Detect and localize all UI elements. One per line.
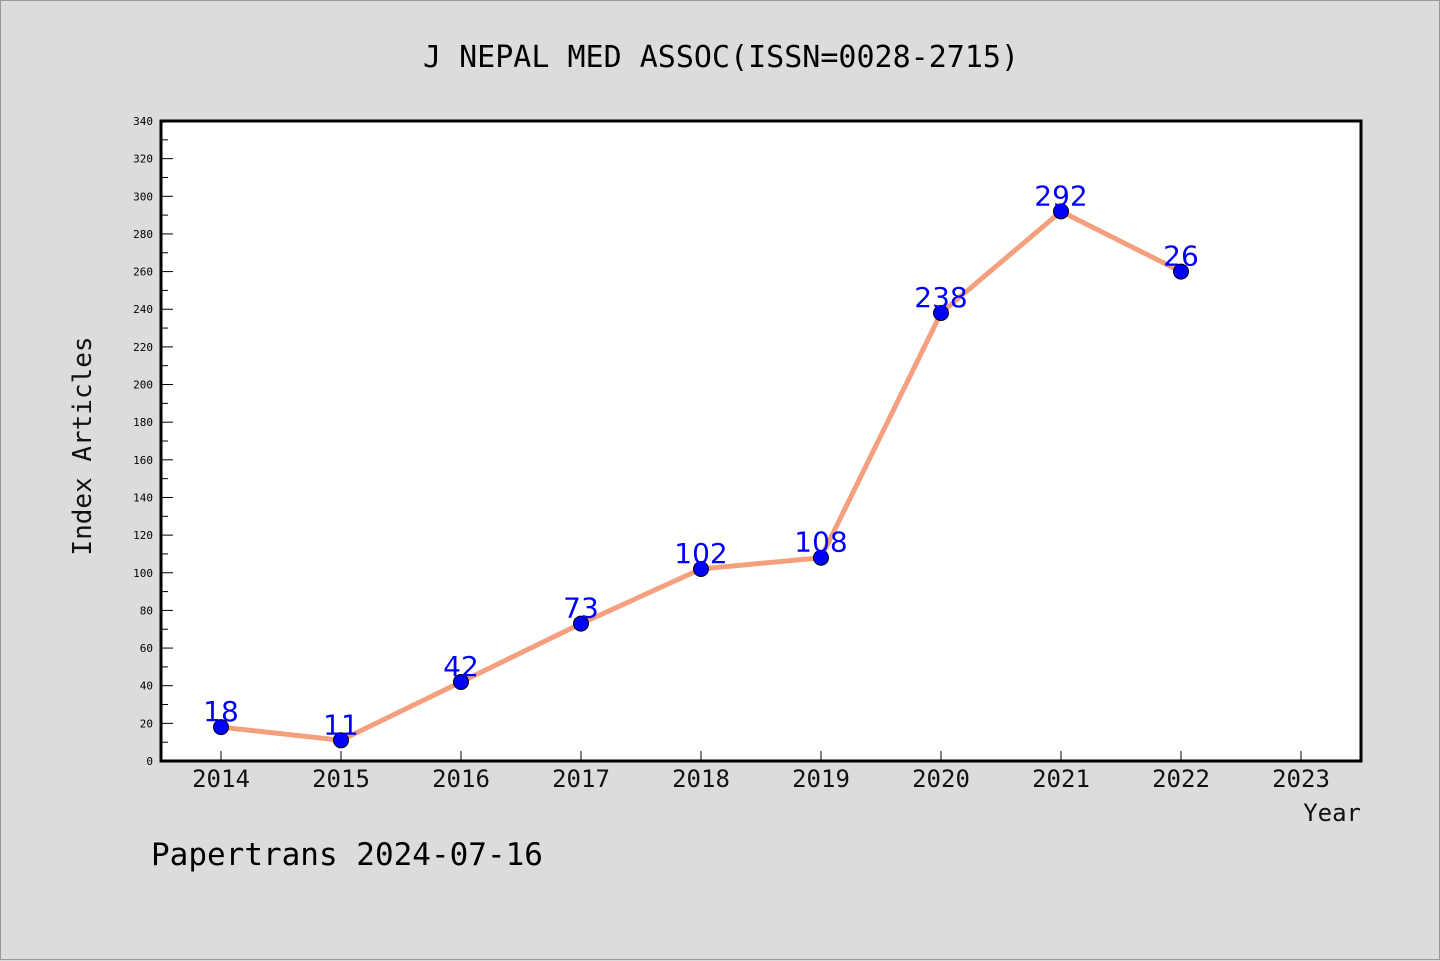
- chart-title: J NEPAL MED ASSOC(ISSN=0028-2715): [423, 40, 1019, 75]
- series-layer: 18 11 42 73 102 108 238 292 26: [203, 179, 1199, 749]
- y-tick-label: 160: [133, 454, 153, 467]
- x-tick-label: 2023: [1272, 765, 1330, 793]
- data-point: [1053, 203, 1069, 220]
- plot-area: [159, 119, 1363, 763]
- y-axis-label: Index Articles: [68, 336, 98, 555]
- y-tick-label: 40: [140, 680, 153, 693]
- y-tick-label: 300: [133, 190, 153, 203]
- y-tick-label: 340: [133, 115, 153, 128]
- x-tick-label: 2015: [312, 765, 370, 793]
- y-tick-label: 320: [133, 153, 153, 166]
- data-point: [453, 673, 469, 690]
- data-point: [1173, 263, 1189, 280]
- x-tick-label: 2019: [792, 765, 850, 793]
- y-tick-label: 200: [133, 379, 153, 392]
- data-point: [813, 549, 829, 566]
- data-point: [693, 561, 709, 577]
- y-tick-label: 180: [133, 416, 153, 429]
- data-label: 292: [1034, 179, 1087, 212]
- x-tick-label: 2017: [552, 765, 610, 793]
- y-tick-label: 240: [133, 303, 153, 316]
- data-point: [333, 732, 349, 749]
- x-tick-label: 2022: [1152, 765, 1210, 793]
- y-tick-label: 100: [133, 567, 153, 580]
- footer-credit: Papertrans 2024-07-16: [151, 837, 543, 873]
- x-axis: 2014 2015 2016 2017 2018 2019 2020 2021 2022 2023: [192, 751, 1330, 793]
- x-tick-label: 2021: [1032, 765, 1090, 793]
- x-tick-label: 2018: [672, 765, 730, 793]
- y-tick-label: 60: [140, 642, 153, 655]
- data-label: 42: [443, 650, 479, 683]
- data-label: 73: [563, 592, 599, 625]
- x-tick-label: 2020: [912, 765, 970, 793]
- y-tick-label: 0: [146, 755, 153, 768]
- y-tick-label: 220: [133, 341, 153, 354]
- data-point: [933, 305, 949, 321]
- data-label: 102: [674, 537, 727, 570]
- data-label: 26: [1163, 240, 1199, 273]
- x-tick-label: 2016: [432, 765, 490, 793]
- data-label: 18: [203, 695, 239, 728]
- data-point: [573, 615, 589, 632]
- y-axis: 0 20 40 60 80 100 120 140 160 180 200 220 240 260 280 3…: [133, 115, 173, 768]
- data-point: [213, 719, 229, 736]
- data-label: 238: [914, 281, 967, 314]
- y-tick-label: 140: [133, 491, 153, 504]
- y-tick-label: 260: [133, 266, 153, 279]
- x-axis-label: Year: [1303, 799, 1361, 827]
- y-tick-label: 120: [133, 529, 153, 542]
- x-tick-label: 2014: [192, 765, 250, 793]
- data-label: 108: [794, 526, 847, 559]
- y-tick-label: 20: [140, 717, 153, 730]
- y-tick-label: 80: [140, 604, 153, 617]
- y-tick-label: 280: [133, 228, 153, 241]
- data-label: 11: [323, 708, 359, 741]
